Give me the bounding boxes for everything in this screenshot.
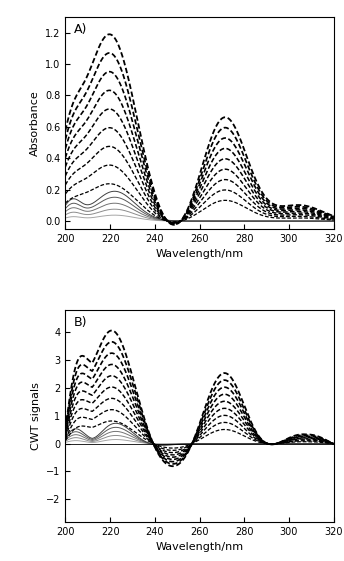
Text: B): B)	[73, 316, 87, 329]
X-axis label: Wavelength/nm: Wavelength/nm	[155, 542, 244, 552]
Y-axis label: Absorbance: Absorbance	[30, 90, 40, 156]
Text: A): A)	[73, 23, 87, 36]
X-axis label: Wavelength/nm: Wavelength/nm	[155, 250, 244, 259]
Y-axis label: CWT signals: CWT signals	[31, 381, 41, 449]
